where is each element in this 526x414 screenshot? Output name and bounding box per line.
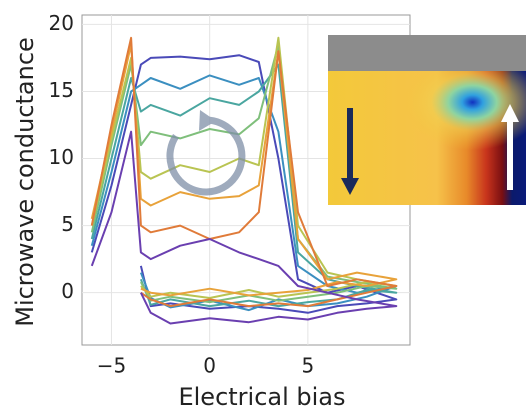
y-axis-label: Microwave conductance <box>11 37 39 327</box>
inset-tip-field <box>328 68 526 205</box>
series-line <box>90 130 398 325</box>
arrow-up-head <box>501 104 519 122</box>
lines <box>90 36 398 325</box>
y-tick-label: 20 <box>49 11 74 35</box>
series-line <box>90 43 398 297</box>
y-tick-label: 0 <box>61 279 74 303</box>
y-tick-label: 5 <box>61 212 74 236</box>
y-tick-label: 15 <box>49 78 74 102</box>
arrow-head <box>199 110 216 131</box>
y-tick-label: 10 <box>49 145 74 169</box>
rotation-arrow <box>166 110 246 196</box>
x-tick-label: 5 <box>302 354 315 378</box>
x-axis-label: Electrical bias <box>178 383 345 411</box>
arc <box>166 116 246 196</box>
arrow-down-head <box>341 178 359 195</box>
x-tick-label: −5 <box>97 354 126 378</box>
inset-tip <box>328 35 526 71</box>
x-tick-label: 0 <box>203 354 216 378</box>
series-line <box>90 43 398 304</box>
series-line <box>90 36 398 308</box>
inset <box>328 35 526 205</box>
